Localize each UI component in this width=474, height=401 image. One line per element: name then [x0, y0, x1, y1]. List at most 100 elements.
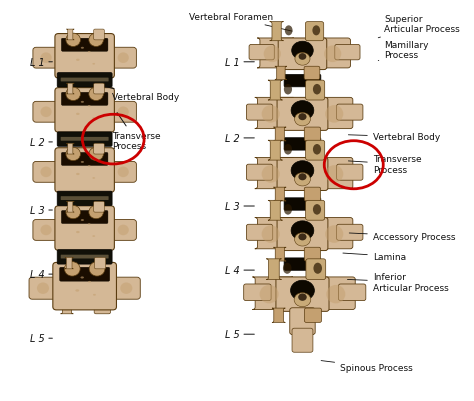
- Ellipse shape: [66, 148, 81, 161]
- Ellipse shape: [66, 34, 81, 47]
- Ellipse shape: [89, 148, 103, 161]
- FancyBboxPatch shape: [305, 22, 324, 42]
- FancyBboxPatch shape: [33, 220, 64, 241]
- Ellipse shape: [92, 178, 95, 179]
- Ellipse shape: [40, 167, 52, 178]
- Text: L 4: L 4: [30, 269, 45, 279]
- Ellipse shape: [325, 226, 343, 243]
- Ellipse shape: [81, 162, 84, 164]
- FancyBboxPatch shape: [61, 197, 109, 200]
- FancyBboxPatch shape: [278, 39, 327, 71]
- FancyBboxPatch shape: [66, 30, 74, 41]
- FancyBboxPatch shape: [57, 250, 112, 264]
- FancyBboxPatch shape: [105, 162, 137, 183]
- FancyBboxPatch shape: [304, 128, 320, 142]
- FancyBboxPatch shape: [304, 308, 321, 322]
- Ellipse shape: [64, 262, 80, 276]
- Text: L 1: L 1: [30, 58, 45, 68]
- Text: L 3: L 3: [225, 202, 240, 211]
- Ellipse shape: [325, 106, 343, 124]
- Ellipse shape: [76, 231, 80, 234]
- FancyBboxPatch shape: [268, 141, 283, 161]
- FancyBboxPatch shape: [273, 188, 286, 201]
- Ellipse shape: [92, 64, 95, 65]
- FancyBboxPatch shape: [268, 201, 283, 221]
- Ellipse shape: [88, 224, 91, 225]
- Ellipse shape: [66, 206, 81, 219]
- FancyBboxPatch shape: [94, 30, 104, 41]
- FancyBboxPatch shape: [277, 98, 328, 131]
- FancyBboxPatch shape: [105, 48, 137, 69]
- FancyBboxPatch shape: [277, 218, 328, 251]
- Ellipse shape: [88, 106, 91, 107]
- Ellipse shape: [92, 236, 95, 237]
- FancyBboxPatch shape: [306, 141, 325, 161]
- Ellipse shape: [284, 205, 292, 215]
- FancyBboxPatch shape: [94, 84, 104, 95]
- Ellipse shape: [312, 26, 320, 36]
- Ellipse shape: [264, 46, 281, 63]
- Text: Spinous Process: Spinous Process: [321, 360, 413, 372]
- FancyBboxPatch shape: [105, 102, 137, 123]
- Ellipse shape: [313, 85, 321, 95]
- FancyBboxPatch shape: [105, 220, 137, 241]
- Text: L 3: L 3: [30, 205, 45, 215]
- Ellipse shape: [313, 145, 321, 155]
- FancyBboxPatch shape: [304, 188, 320, 201]
- FancyBboxPatch shape: [246, 165, 273, 181]
- Ellipse shape: [291, 221, 314, 241]
- Text: L 5: L 5: [225, 329, 240, 339]
- Text: Vertebral Body: Vertebral Body: [90, 83, 179, 102]
- Ellipse shape: [262, 226, 280, 243]
- FancyBboxPatch shape: [272, 308, 285, 322]
- FancyBboxPatch shape: [270, 22, 283, 42]
- FancyBboxPatch shape: [94, 298, 110, 314]
- Ellipse shape: [262, 106, 280, 124]
- Text: Vertebral Foramen: Vertebral Foramen: [189, 13, 292, 32]
- Ellipse shape: [76, 173, 80, 176]
- FancyBboxPatch shape: [255, 158, 293, 189]
- FancyBboxPatch shape: [275, 67, 287, 80]
- Ellipse shape: [37, 283, 49, 294]
- Text: L 1: L 1: [225, 58, 240, 68]
- Ellipse shape: [260, 285, 279, 304]
- FancyBboxPatch shape: [66, 84, 74, 95]
- Ellipse shape: [283, 263, 292, 274]
- FancyBboxPatch shape: [246, 105, 273, 121]
- FancyBboxPatch shape: [61, 138, 109, 142]
- Ellipse shape: [89, 88, 103, 101]
- Ellipse shape: [299, 234, 307, 241]
- FancyBboxPatch shape: [309, 218, 353, 249]
- Ellipse shape: [325, 166, 343, 183]
- Ellipse shape: [76, 113, 80, 116]
- FancyBboxPatch shape: [61, 211, 108, 224]
- FancyBboxPatch shape: [335, 45, 360, 61]
- Ellipse shape: [40, 107, 52, 118]
- FancyBboxPatch shape: [94, 202, 104, 213]
- Ellipse shape: [294, 173, 310, 186]
- Ellipse shape: [40, 225, 52, 236]
- FancyBboxPatch shape: [55, 34, 114, 79]
- FancyBboxPatch shape: [266, 259, 282, 280]
- FancyBboxPatch shape: [257, 39, 294, 69]
- FancyBboxPatch shape: [284, 75, 321, 87]
- FancyBboxPatch shape: [246, 225, 273, 241]
- Ellipse shape: [294, 293, 311, 307]
- Text: Transverse
Process: Transverse Process: [348, 155, 421, 174]
- Ellipse shape: [89, 206, 103, 219]
- FancyBboxPatch shape: [94, 258, 106, 269]
- FancyBboxPatch shape: [94, 144, 104, 155]
- FancyBboxPatch shape: [309, 39, 350, 69]
- FancyBboxPatch shape: [53, 263, 117, 310]
- FancyBboxPatch shape: [276, 277, 329, 312]
- FancyBboxPatch shape: [304, 67, 320, 80]
- Text: L 4: L 4: [225, 265, 240, 275]
- Ellipse shape: [291, 161, 314, 181]
- FancyBboxPatch shape: [292, 328, 313, 352]
- FancyBboxPatch shape: [61, 93, 108, 106]
- Ellipse shape: [118, 167, 129, 178]
- Ellipse shape: [313, 205, 321, 215]
- Ellipse shape: [284, 145, 292, 155]
- FancyBboxPatch shape: [33, 102, 64, 123]
- Ellipse shape: [81, 101, 84, 103]
